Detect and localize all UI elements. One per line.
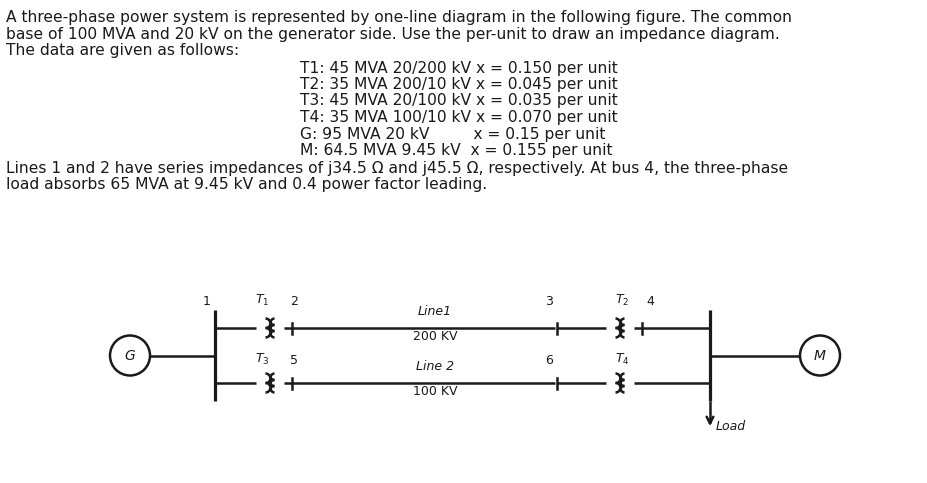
Text: G: G <box>124 349 135 363</box>
Text: The data are given as follows:: The data are given as follows: <box>6 43 239 58</box>
Text: 2: 2 <box>290 295 298 308</box>
Text: Line1: Line1 <box>418 305 452 318</box>
Text: $T_2$: $T_2$ <box>615 293 629 308</box>
Text: M: 64.5 MVA 9.45 kV  x = 0.155 per unit: M: 64.5 MVA 9.45 kV x = 0.155 per unit <box>300 143 613 158</box>
Text: M: M <box>814 349 826 363</box>
Text: T2: 35 MVA 200/10 kV x = 0.045 per unit: T2: 35 MVA 200/10 kV x = 0.045 per unit <box>300 77 617 92</box>
Text: T3: 45 MVA 20/100 kV x = 0.035 per unit: T3: 45 MVA 20/100 kV x = 0.035 per unit <box>300 94 617 109</box>
Text: load absorbs 65 MVA at 9.45 kV and 0.4 power factor leading.: load absorbs 65 MVA at 9.45 kV and 0.4 p… <box>6 177 487 192</box>
Text: G: 95 MVA 20 kV         x = 0.15 per unit: G: 95 MVA 20 kV x = 0.15 per unit <box>300 127 605 142</box>
Text: base of 100 MVA and 20 kV on the generator side. Use the per-unit to draw an imp: base of 100 MVA and 20 kV on the generat… <box>6 27 780 42</box>
Text: T1: 45 MVA 20/200 kV x = 0.150 per unit: T1: 45 MVA 20/200 kV x = 0.150 per unit <box>300 60 617 75</box>
Text: $T_1$: $T_1$ <box>255 293 269 308</box>
Text: 6: 6 <box>545 354 552 367</box>
Text: 4: 4 <box>646 295 654 308</box>
Text: $T_4$: $T_4$ <box>615 352 629 367</box>
Text: Load: Load <box>716 421 746 434</box>
Text: Line 2: Line 2 <box>416 360 454 373</box>
Text: 1: 1 <box>203 295 211 308</box>
Text: 5: 5 <box>290 354 298 367</box>
Text: T4: 35 MVA 100/10 kV x = 0.070 per unit: T4: 35 MVA 100/10 kV x = 0.070 per unit <box>300 110 617 125</box>
Text: $T_3$: $T_3$ <box>255 352 269 367</box>
Text: 200 KV: 200 KV <box>413 330 457 343</box>
Text: 3: 3 <box>545 295 552 308</box>
Text: A three-phase power system is represented by one-line diagram in the following f: A three-phase power system is represente… <box>6 10 792 25</box>
Text: Lines 1 and 2 have series impedances of j34.5 Ω and j45.5 Ω, respectively. At bu: Lines 1 and 2 have series impedances of … <box>6 160 788 175</box>
Text: 100 KV: 100 KV <box>413 385 457 398</box>
